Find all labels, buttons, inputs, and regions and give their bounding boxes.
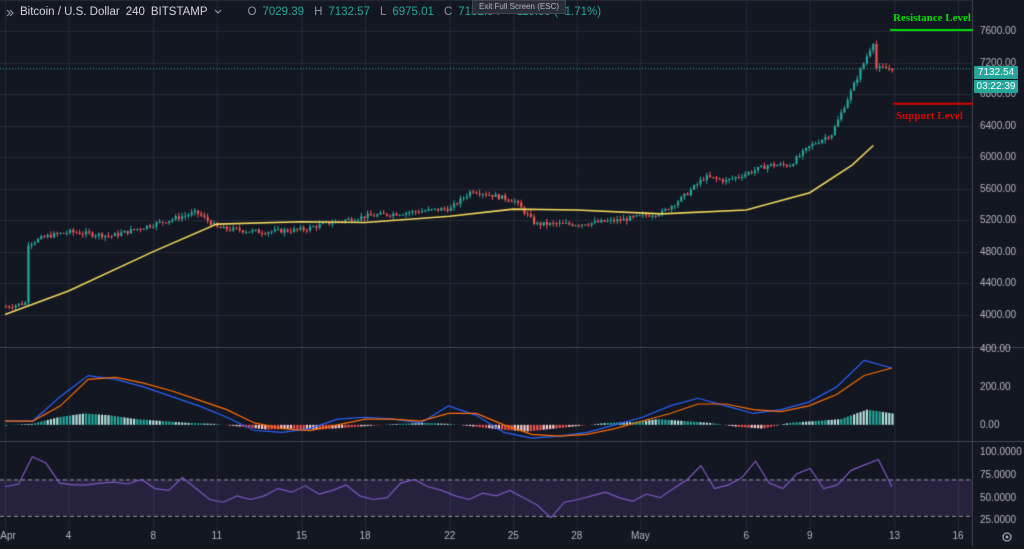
last-price-tag: 7132.54 bbox=[974, 66, 1018, 79]
support-label: Support Level bbox=[896, 110, 963, 122]
exit-fullscreen-button[interactable]: Exit Full Screen (ESC) bbox=[472, 0, 566, 14]
chevron-down-icon[interactable] bbox=[214, 6, 222, 18]
gear-icon[interactable] bbox=[1000, 530, 1014, 544]
interval[interactable]: 240 bbox=[125, 6, 145, 18]
resistance-label: Resistance Level bbox=[893, 12, 971, 24]
exchange[interactable]: BITSTAMP bbox=[150, 6, 208, 18]
low-label: L bbox=[379, 6, 387, 18]
open-label: O bbox=[247, 6, 257, 18]
collapse-icon[interactable] bbox=[6, 8, 14, 17]
high-value: 7132.57 bbox=[328, 6, 370, 18]
open-value: 7029.39 bbox=[262, 6, 305, 18]
close-label: C bbox=[443, 6, 453, 18]
countdown-tag: 03:22:39 bbox=[974, 80, 1018, 93]
high-label: H bbox=[314, 6, 323, 18]
low-value: 6975.01 bbox=[392, 6, 434, 18]
symbol-name[interactable]: Bitcoin / U.S. Dollar bbox=[20, 6, 120, 18]
